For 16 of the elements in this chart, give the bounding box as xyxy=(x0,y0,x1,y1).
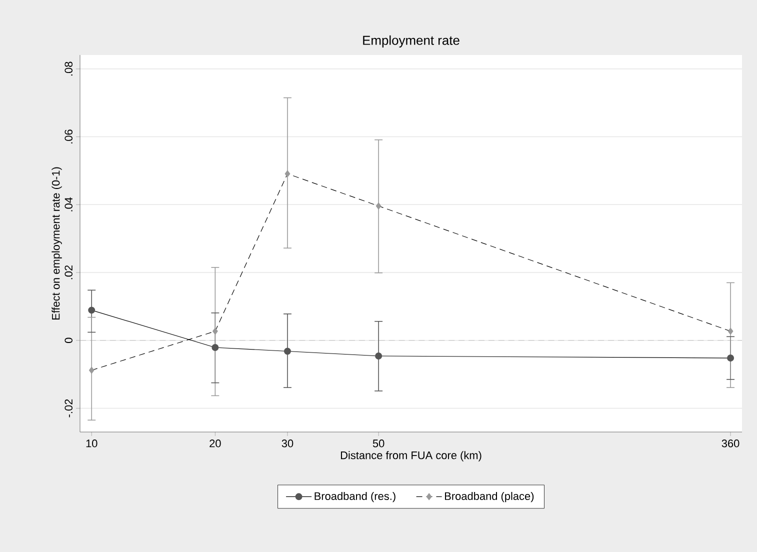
y-tick-label: .06 xyxy=(64,130,72,144)
x-tick-label: 50 xyxy=(372,440,384,448)
y-axis-title: Effect on employment rate (0-1) xyxy=(52,167,62,320)
y-tick-label: .02 xyxy=(64,265,72,280)
x-axis-title: Distance from FUA core (km) xyxy=(340,451,482,462)
legend-label: Broadband (res.) xyxy=(314,492,396,502)
x-tick-label: 20 xyxy=(210,440,221,448)
x-tick-label: 360 xyxy=(722,440,740,448)
y-tick-label: .04 xyxy=(64,197,72,212)
y-tick-label: -.02 xyxy=(64,399,72,418)
y-tick-label: 0 xyxy=(64,338,72,344)
x-tick-label: 30 xyxy=(282,440,294,448)
legend-label: Broadband (place) xyxy=(445,492,534,502)
y-tick-label: .08 xyxy=(64,62,72,76)
chart-title: Employment rate xyxy=(363,35,460,48)
x-tick-label: 10 xyxy=(86,440,98,448)
